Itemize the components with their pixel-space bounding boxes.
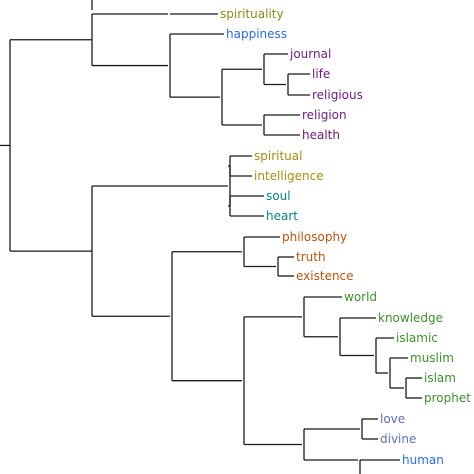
leaf-label-heart: heart: [266, 209, 298, 223]
leaf-label-philosophy: philosophy: [282, 230, 348, 244]
leaf-label-prophet: prophet: [424, 391, 471, 405]
leaf-label-truth: truth: [296, 250, 326, 264]
leaf-label-existence: existence: [296, 269, 354, 283]
leaf-label-islam: islam: [424, 371, 456, 385]
leaf-label-islamic: islamic: [396, 331, 438, 345]
leaf-label-world: world: [344, 290, 378, 304]
leaf-label-life: life: [312, 67, 331, 81]
leaf-label-spirituality: spirituality: [220, 7, 284, 21]
leaf-label-intelligence: intelligence: [254, 169, 324, 183]
leaf-label-love: love: [380, 412, 406, 426]
leaf-label-knowledge: knowledge: [378, 311, 444, 325]
leaf-label-soul: soul: [266, 189, 291, 203]
leaf-label-religion: religion: [302, 108, 347, 122]
leaf-label-health: health: [302, 128, 340, 142]
leaf-label-human: human: [402, 453, 444, 467]
leaf-label-happiness: happiness: [226, 27, 288, 41]
leaf-label-muslim: muslim: [410, 351, 454, 365]
leaf-label-spiritual: spiritual: [254, 149, 303, 163]
leaf-label-journal: journal: [290, 47, 332, 61]
leaf-label-religious: religious: [312, 88, 363, 102]
leaf-label-divine: divine: [380, 432, 417, 446]
